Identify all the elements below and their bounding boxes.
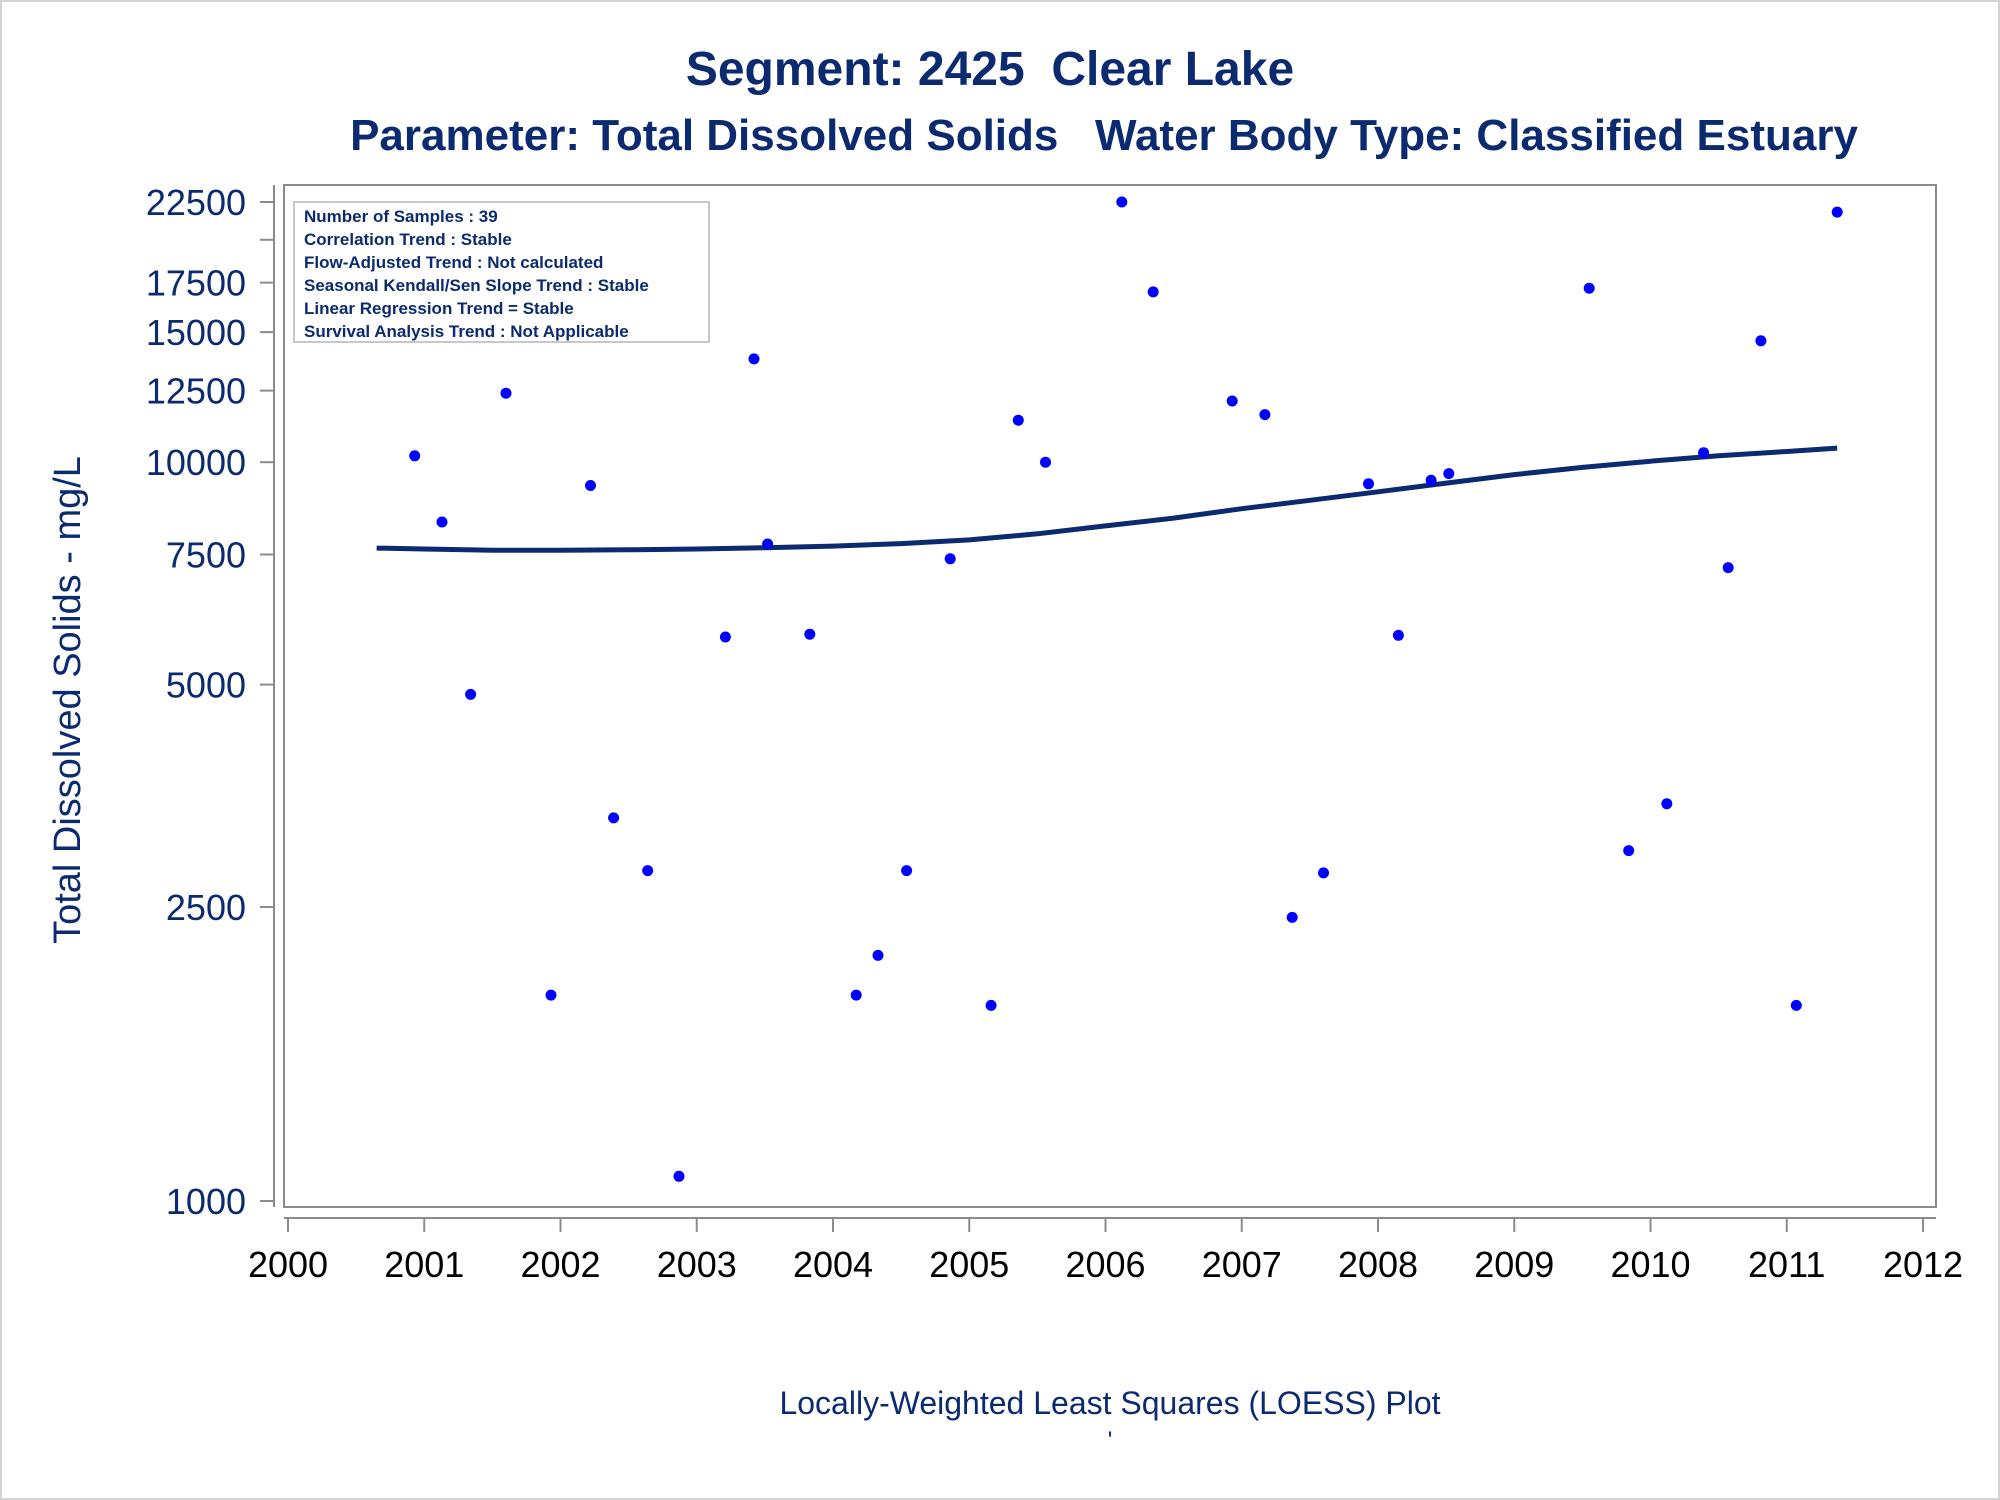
scatter-point (642, 865, 654, 877)
stats-line-flow-adjusted: Flow-Adjusted Trend : Not calculated (304, 253, 603, 272)
y-axis-label: Total Dissolved Solids - mg/L (47, 456, 89, 944)
scatter-point (985, 999, 997, 1011)
scatter-point (1790, 999, 1802, 1011)
y-tick-label: 7500 (166, 534, 246, 575)
scatter-point (1583, 282, 1595, 294)
scatter-point (944, 553, 956, 565)
scatter-point (1831, 206, 1843, 218)
stats-line-correlation: Correlation Trend : Stable (304, 230, 512, 249)
x-tick-label: 2009 (1474, 1244, 1554, 1285)
scatter-point (1286, 911, 1298, 923)
scatter-points-layer (371, 196, 1843, 1182)
x-tick-label: 2002 (520, 1244, 600, 1285)
scatter-point (1755, 335, 1767, 347)
x-tick-label: 2005 (929, 1244, 1009, 1285)
stats-line-survival: Survival Analysis Trend : Not Applicable (304, 322, 629, 341)
scatter-point (465, 688, 477, 700)
x-axis-footnote-label: Locally-Weighted Least Squares (LOESS) P… (779, 1385, 1440, 1421)
scatter-point (585, 480, 596, 491)
chart-title: Segment: 2425 Clear Lake (686, 43, 1294, 96)
scatter-point (436, 516, 448, 528)
y-tick-label: 15000 (146, 312, 246, 353)
scatter-point (1661, 798, 1673, 810)
y-tick-label: 5000 (166, 665, 246, 706)
scatter-point (1116, 196, 1128, 208)
scatter-point (1722, 562, 1734, 574)
scatter-point (1623, 845, 1635, 857)
x-tick-label: 2006 (1065, 1244, 1145, 1285)
footnote-mark: ' (1108, 1427, 1113, 1454)
scatter-point (1012, 414, 1024, 426)
stats-line-samples: Number of Samples : 39 (304, 207, 498, 226)
scatter-point (409, 450, 421, 462)
x-axis-ticks: 2000 2001 2002 2003 2004 2005 2006 2007 2008 2009… (248, 1218, 1963, 1285)
scatter-point (1363, 478, 1374, 490)
x-tick-label: 2012 (1883, 1244, 1963, 1285)
x-tick-label: 2008 (1338, 1244, 1418, 1285)
scatter-point (1147, 286, 1159, 298)
y-tick-label: 22500 (146, 182, 246, 223)
scatter-point (1040, 456, 1051, 468)
scatter-point (1425, 474, 1437, 486)
scatter-point (1226, 395, 1238, 407)
y-tick-label: 17500 (146, 263, 246, 304)
loess-trend-line (376, 445, 1838, 553)
scatter-point (1318, 867, 1329, 879)
x-tick-label: 2003 (657, 1244, 737, 1285)
x-tick-label: 2000 (248, 1244, 328, 1285)
scatter-point (1259, 409, 1271, 421)
x-tick-label: 2004 (793, 1244, 873, 1285)
scatter-point (804, 628, 816, 640)
scatter-point (1392, 629, 1404, 641)
scatter-point (1698, 447, 1710, 459)
y-tick-label: 1000 (166, 1181, 246, 1222)
scatter-point (673, 1170, 685, 1182)
scatter-point (901, 865, 913, 877)
scatter-point (1443, 468, 1455, 480)
x-tick-label: 2007 (1202, 1244, 1282, 1285)
y-axis-ticks: 1000 2500 5000 7500 10000 12500 15000 17500 2250… (146, 182, 274, 1222)
stats-legend-box: Number of Samples : 39 Correlation Trend… (293, 201, 710, 343)
stats-line-linear-regression: Linear Regression Trend = Stable (304, 299, 574, 318)
scatter-point (545, 989, 557, 1001)
stats-legend-frame (293, 201, 710, 343)
scatter-point (850, 989, 862, 1001)
y-tick-label: 12500 (146, 371, 246, 412)
x-tick-label: 2001 (384, 1244, 464, 1285)
scatter-point (748, 353, 760, 365)
scatter-point (762, 538, 774, 550)
chart-subtitle: Parameter: Total Dissolved Solids Water … (350, 111, 1858, 160)
scatter-point (719, 631, 731, 643)
scatter-point (608, 812, 620, 824)
stats-line-seasonal-kendall: Seasonal Kendall/Sen Slope Trend : Stabl… (304, 276, 649, 295)
loess-line-layer (376, 445, 1838, 553)
x-tick-label: 2010 (1610, 1244, 1690, 1285)
scatter-point (500, 387, 512, 399)
plot-frame (283, 184, 1937, 1208)
x-tick-label: 2011 (1748, 1244, 1825, 1285)
scatter-point (872, 949, 884, 961)
y-tick-label: 10000 (146, 442, 246, 483)
y-tick-label: 2500 (166, 887, 246, 928)
